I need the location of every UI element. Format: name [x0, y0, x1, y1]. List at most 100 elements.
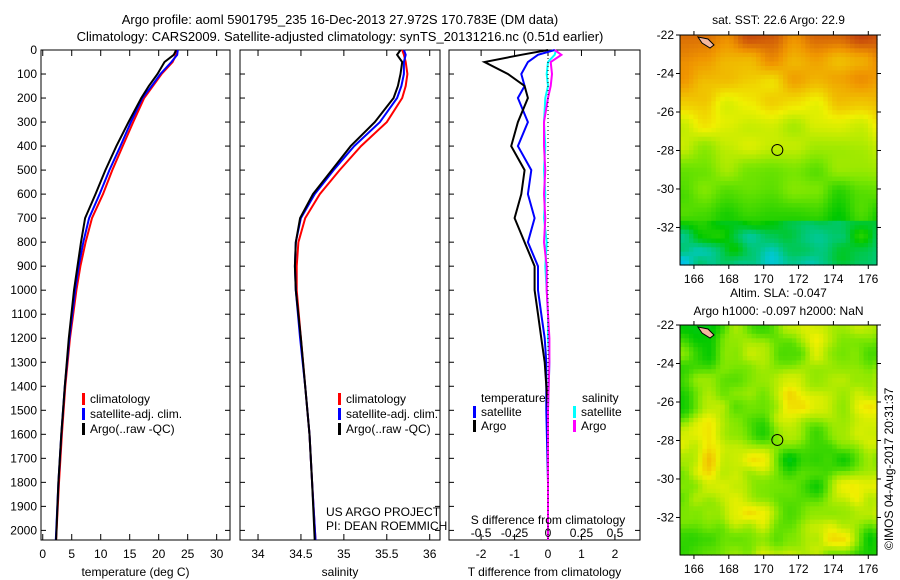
map-cell — [814, 409, 820, 414]
map-cell — [809, 395, 815, 401]
map-cell — [724, 163, 730, 169]
map-cell — [850, 207, 856, 213]
map-cell — [747, 333, 753, 339]
map-cell — [796, 444, 802, 450]
map-cell — [868, 351, 874, 357]
map-cell — [747, 145, 753, 151]
map-cell — [854, 66, 860, 71]
map-cell — [872, 114, 878, 120]
map-cell — [787, 189, 793, 195]
map-cell — [859, 70, 865, 76]
map-cell — [850, 550, 856, 556]
map-cell — [868, 110, 874, 116]
map-cell — [854, 400, 860, 406]
map-cell — [800, 141, 806, 147]
map-cell — [854, 453, 860, 459]
map-cell — [747, 515, 753, 521]
map-cell — [689, 35, 695, 40]
map-cell — [863, 247, 869, 253]
map-cell — [818, 189, 824, 195]
map-cell — [760, 440, 766, 445]
map-cell — [680, 541, 686, 547]
y-tick-label: 500 — [17, 163, 37, 177]
map-cell — [832, 404, 838, 410]
map-cell — [715, 220, 721, 226]
map-cell — [751, 251, 757, 257]
map-cell — [720, 119, 726, 124]
map-cell — [765, 506, 771, 512]
map-cell — [684, 391, 690, 397]
map-cell — [729, 550, 735, 556]
map-cell — [841, 537, 847, 543]
map-cell — [733, 225, 739, 231]
map-cell — [863, 43, 869, 49]
map-cell — [684, 79, 690, 85]
map-cell — [720, 501, 726, 507]
map-cell — [742, 220, 748, 226]
map-cell — [818, 404, 824, 410]
map-cell — [684, 466, 690, 472]
map-cell — [747, 189, 753, 195]
map-cell — [832, 488, 838, 494]
map-cell — [868, 150, 874, 155]
map-cell — [729, 364, 735, 370]
map-cell — [733, 88, 739, 94]
map-cell — [836, 260, 842, 266]
map-cell — [747, 238, 753, 244]
map-cell — [711, 409, 717, 414]
map-cell — [818, 386, 824, 392]
map-cell — [832, 351, 838, 357]
map-cell — [832, 185, 838, 191]
map-cell — [751, 413, 757, 419]
map-cell — [836, 194, 842, 200]
map-cell — [854, 479, 860, 485]
map-cell — [733, 510, 739, 516]
legend-item: satellite-adj. clim. — [90, 407, 182, 421]
map-cell — [809, 409, 815, 414]
map-cell — [787, 333, 793, 339]
map-cell — [809, 479, 815, 485]
map-cell — [702, 440, 708, 445]
map-cell — [697, 537, 703, 543]
map-cell — [756, 386, 762, 392]
map-cell — [791, 154, 797, 160]
map-cell — [791, 234, 797, 239]
map-cell — [778, 400, 784, 406]
map-cell — [778, 136, 784, 142]
map-cell — [702, 373, 708, 379]
map-cell — [796, 35, 802, 40]
map-cell — [733, 426, 739, 432]
map-cell — [859, 167, 865, 173]
map-cell — [868, 519, 874, 525]
map-cell — [680, 52, 686, 58]
map-cell — [814, 391, 820, 397]
map-cell — [711, 176, 717, 182]
map-cell — [706, 181, 712, 186]
map-cell — [791, 342, 797, 348]
map-cell — [791, 238, 797, 244]
map-cell — [778, 422, 784, 428]
map-cell — [751, 378, 757, 384]
map-cell — [778, 43, 784, 49]
map-cell — [774, 369, 780, 375]
map-cell — [747, 229, 753, 235]
map-cell — [720, 150, 726, 155]
map-cell — [689, 364, 695, 370]
s-tick-label: 0.5 — [607, 526, 624, 540]
map-cell — [818, 74, 824, 80]
map-cell — [836, 475, 842, 481]
map-cell — [845, 541, 851, 547]
map-cell — [684, 57, 690, 63]
map-cell — [769, 493, 775, 499]
map-cell — [796, 373, 802, 379]
map-cell — [702, 338, 708, 344]
map-cell — [859, 422, 865, 428]
map-cell — [845, 189, 851, 195]
map-cell — [827, 119, 833, 124]
map-cell — [778, 145, 784, 151]
map-cell — [868, 114, 874, 120]
map-cell — [751, 260, 757, 266]
map-cell — [787, 537, 793, 543]
map-cell — [729, 132, 735, 138]
map-cell — [715, 194, 721, 200]
